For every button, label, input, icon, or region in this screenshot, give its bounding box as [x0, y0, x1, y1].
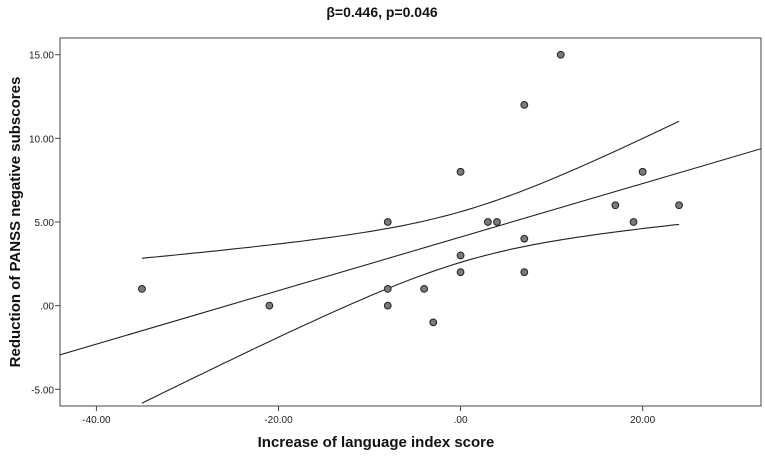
data-point: [629, 218, 638, 226]
data-point: [383, 301, 392, 310]
data-point: [420, 285, 429, 293]
data-point: [520, 268, 529, 277]
data-point: [493, 218, 501, 226]
x-axis-label: Increase of language index score: [258, 434, 495, 451]
data-point: [456, 268, 465, 277]
data-point: [429, 318, 438, 327]
data-point: [520, 234, 529, 243]
data-point: [456, 167, 465, 176]
x-tick-label: -40.00: [82, 415, 111, 426]
x-tick-label: -20.00: [264, 415, 293, 426]
x-tick-label: 20.00: [630, 415, 655, 426]
confidence-upper-line: [141, 120, 680, 259]
y-tick-label: 15.00: [29, 51, 54, 62]
y-axis-label: Reduction of PANSS negative subscores: [7, 77, 24, 368]
plot-frame: [59, 37, 762, 407]
fit-lines: [60, 120, 761, 404]
y-axis: -5.00 .00 5.00 10.00 15.00: [29, 51, 60, 396]
data-point: [265, 301, 274, 310]
x-axis: -40.00 -20.00 .00 20.00: [82, 406, 656, 426]
data-point: [520, 101, 529, 109]
data-point: [638, 167, 647, 176]
y-tick-label: -5.00: [31, 385, 54, 396]
data-point: [556, 50, 565, 59]
chart-title: β=0.446, p=0.046: [326, 4, 438, 20]
y-tick-label: 5.00: [35, 218, 55, 229]
confidence-lower-line: [141, 223, 680, 404]
data-point: [611, 201, 620, 210]
data-point: [483, 218, 492, 226]
data-point: [675, 201, 683, 210]
data-point: [456, 251, 465, 260]
data-points: [138, 50, 683, 327]
data-point: [383, 285, 392, 293]
data-point: [383, 218, 392, 226]
data-point: [138, 285, 146, 293]
y-tick-label: .00: [40, 302, 54, 313]
y-tick-label: 10.00: [29, 134, 54, 145]
regression-line: [60, 148, 761, 356]
x-tick-label: .00: [454, 415, 468, 426]
